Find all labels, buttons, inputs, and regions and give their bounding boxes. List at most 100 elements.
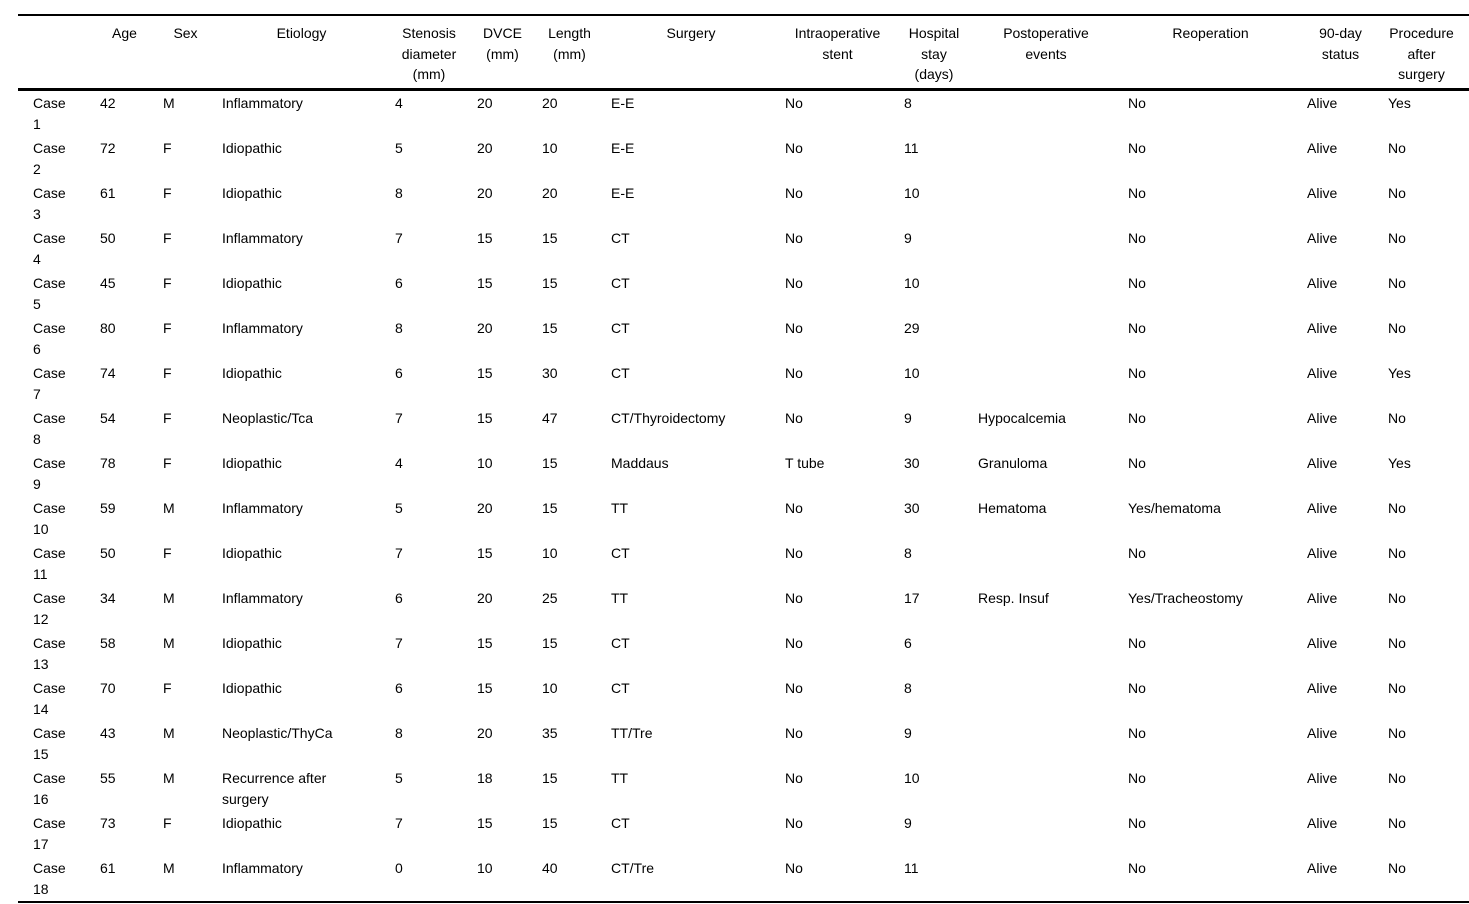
etiology-label: Recurrence after surgery [222,769,327,808]
cell-stay: 8 [904,544,912,561]
cell-procedure: No [1388,274,1406,291]
cell-reoperation: No [1128,229,1146,246]
cell-postop [978,181,1128,226]
cell-status: Alive [1307,319,1338,336]
cell-etiology: Inflammatory [222,496,395,541]
cell-sex: F [163,364,172,381]
cell-stenosis: 0 [395,859,403,876]
table-row-case-6: Case 6 80 F Inflammatory 8 20 15 CT No 29 No Alive N… [18,316,1469,361]
case-label: Case 1 [33,94,66,133]
etiology-label: Idiopathic [222,139,282,156]
table-row-case-7: Case 7 74 F Idiopathic 6 15 30 CT No 10 No Alive Yes [18,361,1469,406]
cell-reoperation: No [1128,319,1146,336]
cell-case: Case 4 [18,226,100,271]
cell-etiology: Idiopathic [222,271,395,316]
cell-procedure: No [1388,634,1406,651]
cell-status: Alive [1307,859,1338,876]
cell-stent: No [785,634,803,651]
etiology-label: Idiopathic [222,634,282,651]
table-row-case-3: Case 3 61 F Idiopathic 8 20 20 E-E No 10 No Alive No [18,181,1469,226]
cell-etiology: Neoplastic/ThyCa [222,721,395,766]
etiology-label: Idiopathic [222,364,282,381]
cell-postop: Hypocalcemia [978,409,1066,426]
cell-case: Case 16 [18,766,100,811]
cell-stenosis: 5 [395,499,403,516]
cell-case: Case 15 [18,721,100,766]
cell-reoperation: No [1128,814,1146,831]
column-header-label-postop: Postoperative events [1003,25,1089,62]
cell-dvce: 15 [477,544,493,561]
cell-stay: 10 [904,184,920,201]
cell-etiology: Idiopathic [222,631,395,676]
cell-stent: No [785,184,803,201]
cell-stay: 11 [904,859,919,876]
cell-length: 15 [542,274,558,291]
cell-stay: 30 [904,454,920,471]
cell-sex: M [163,589,175,606]
cell-sex: F [163,319,172,336]
table-row-case-10: Case 10 59 M Inflammatory 5 20 15 TT No 30 Hematom… [18,496,1469,541]
cell-surgery: CT [611,364,630,381]
cell-case: Case 8 [18,406,100,451]
column-header-reoperation: Reoperation [1128,15,1307,91]
cell-case: Case 1 [18,89,100,136]
cell-stay: 9 [904,814,912,831]
column-header-label-reoperation: Reoperation [1172,25,1249,41]
cell-stent: No [785,544,803,561]
cell-status: Alive [1307,139,1338,156]
cell-length: 20 [542,184,558,201]
cell-age: 55 [100,769,116,786]
etiology-label: Inflammatory [222,589,303,606]
column-header-length: Length (mm) [542,15,611,91]
cell-stay: 10 [904,274,920,291]
cell-procedure: No [1388,814,1406,831]
case-label: Case 2 [33,139,66,178]
column-header-label-stay: Hospital stay (days) [908,25,960,82]
cell-etiology: Idiopathic [222,451,395,496]
etiology-label: Idiopathic [222,454,282,471]
cell-postop [978,316,1128,361]
cell-status: Alive [1307,544,1338,561]
cell-stay: 6 [904,634,912,651]
cell-etiology: Recurrence after surgery [222,766,395,811]
cell-stenosis: 7 [395,814,403,831]
cell-procedure: Yes [1388,454,1411,471]
case-label: Case 13 [33,634,66,673]
cell-procedure: No [1388,544,1406,561]
cell-reoperation: No [1128,679,1146,696]
cell-sex: M [163,859,175,876]
cell-age: 50 [100,229,116,246]
cell-procedure: No [1388,499,1406,516]
column-header-label-stent: Intraoperative stent [794,25,881,62]
cell-dvce: 10 [477,859,493,876]
cell-etiology: Idiopathic [222,361,395,406]
cell-reoperation: No [1128,769,1146,786]
cell-age: 74 [100,364,116,381]
column-header-label-length: Length (mm) [548,25,591,62]
cell-stent: No [785,589,803,606]
cell-age: 54 [100,409,116,426]
cell-status: Alive [1307,454,1338,471]
column-header-dvce: DVCE (mm) [477,15,542,91]
cell-stenosis: 6 [395,364,403,381]
cell-procedure: No [1388,769,1406,786]
cell-dvce: 15 [477,364,493,381]
case-label: Case 10 [33,499,66,538]
cell-age: 58 [100,634,116,651]
cell-reoperation: No [1128,724,1146,741]
etiology-label: Idiopathic [222,814,282,831]
cell-postop: Hematoma [978,499,1047,516]
column-header-age: Age [100,15,163,91]
cell-dvce: 20 [477,94,493,111]
cell-etiology: Idiopathic [222,541,395,586]
column-header-label-status: 90-day status [1319,25,1362,62]
etiology-label: Idiopathic [222,274,282,291]
cell-age: 45 [100,274,116,291]
cell-stent: No [785,724,803,741]
cell-stenosis: 7 [395,544,403,561]
cell-case: Case 12 [18,586,100,631]
case-label: Case 9 [33,454,66,493]
cell-dvce: 15 [477,409,493,426]
cell-length: 47 [542,409,558,426]
